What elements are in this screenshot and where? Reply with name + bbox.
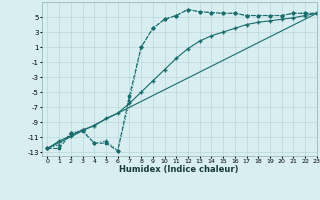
- X-axis label: Humidex (Indice chaleur): Humidex (Indice chaleur): [119, 165, 239, 174]
